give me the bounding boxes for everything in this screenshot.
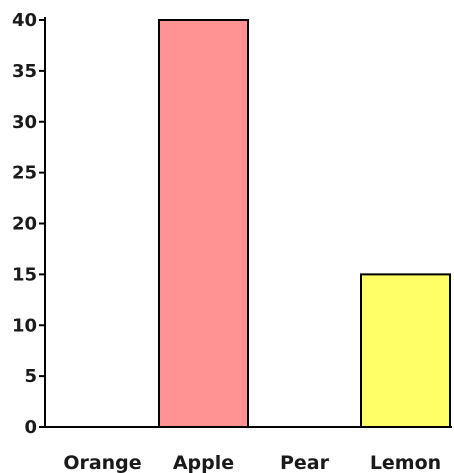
x-label-orange: Orange xyxy=(63,452,141,473)
x-label-lemon: Lemon xyxy=(370,452,441,473)
bar-lemon xyxy=(360,273,451,428)
y-tick-label: 30 xyxy=(12,112,37,133)
y-tick-label: 10 xyxy=(12,315,37,336)
x-label-apple: Apple xyxy=(173,452,234,473)
y-tick-label: 20 xyxy=(12,214,37,235)
y-tick-label: 15 xyxy=(12,264,37,285)
y-tick-label: 35 xyxy=(12,61,37,82)
x-label-pear: Pear xyxy=(280,452,330,473)
y-tick-label: 0 xyxy=(24,417,37,438)
x-labels-group: Orange Apple Pear Lemon xyxy=(63,452,441,473)
bars-group xyxy=(158,19,451,428)
y-tick-label: 5 xyxy=(24,366,37,387)
y-ticks-group: 0 5 10 15 20 25 30 35 40 xyxy=(12,10,45,438)
y-tick-label: 40 xyxy=(12,10,37,31)
y-tick-label: 25 xyxy=(12,163,37,184)
bar-apple xyxy=(158,19,249,428)
